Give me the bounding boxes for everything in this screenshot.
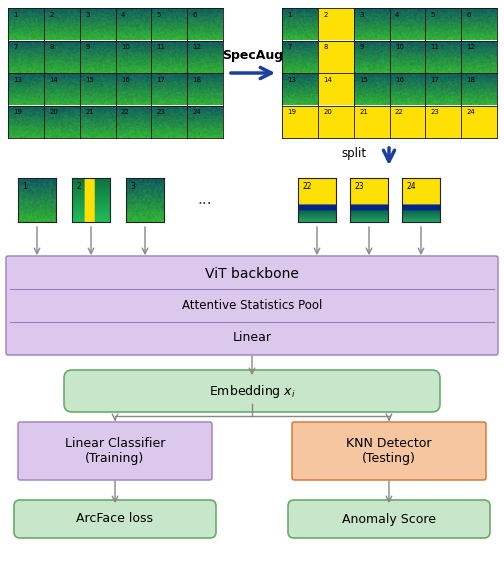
FancyBboxPatch shape bbox=[288, 500, 490, 538]
Text: KNN Detector
(Testing): KNN Detector (Testing) bbox=[346, 437, 432, 465]
Text: ViT backbone: ViT backbone bbox=[205, 267, 299, 281]
Text: ...: ... bbox=[198, 192, 212, 207]
Text: SpecAug: SpecAug bbox=[222, 49, 284, 62]
Text: Linear Classifier
(Training): Linear Classifier (Training) bbox=[65, 437, 165, 465]
FancyBboxPatch shape bbox=[6, 256, 498, 355]
FancyBboxPatch shape bbox=[14, 500, 216, 538]
Text: Embedding $x_i$: Embedding $x_i$ bbox=[209, 382, 295, 400]
Text: Anomaly Score: Anomaly Score bbox=[342, 513, 436, 525]
Text: Linear: Linear bbox=[232, 331, 272, 344]
FancyBboxPatch shape bbox=[18, 422, 212, 480]
Text: Attentive Statistics Pool: Attentive Statistics Pool bbox=[182, 299, 322, 312]
Text: ArcFace loss: ArcFace loss bbox=[77, 513, 154, 525]
FancyBboxPatch shape bbox=[292, 422, 486, 480]
FancyBboxPatch shape bbox=[64, 370, 440, 412]
Text: split: split bbox=[342, 146, 367, 160]
